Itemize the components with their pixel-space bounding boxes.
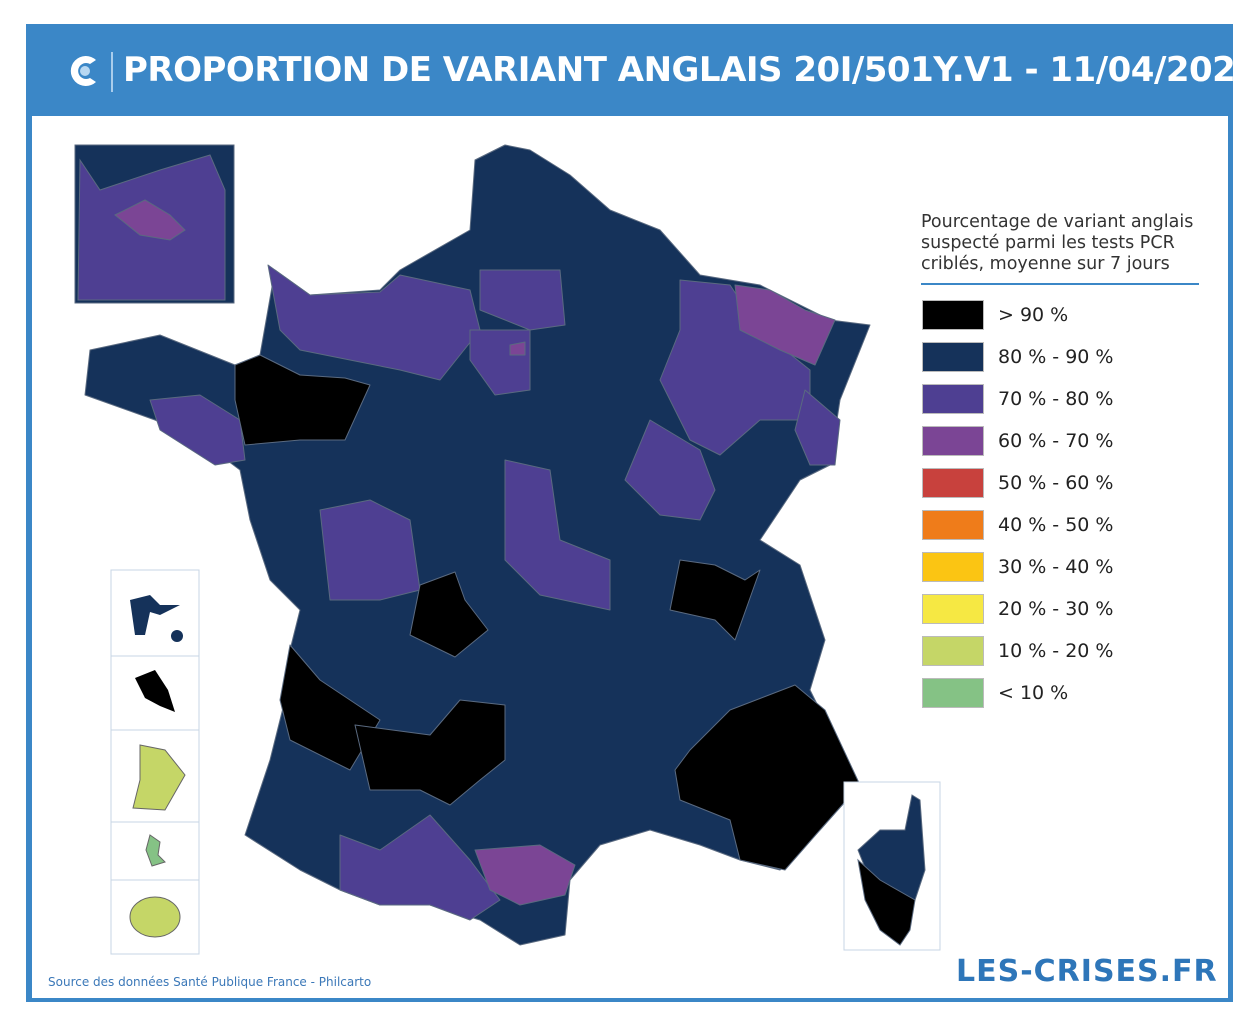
mayotte — [145, 834, 166, 867]
guyane — [132, 744, 186, 811]
region-bourgogne-north — [624, 419, 716, 521]
legend-item: 30 % - 40 % — [922, 546, 1113, 588]
region-idf-north — [479, 269, 566, 331]
legend-label: 30 % - 40 % — [998, 556, 1114, 578]
region-alsace — [794, 389, 841, 466]
title-separator — [111, 52, 113, 92]
legend-label: > 90 % — [998, 304, 1069, 326]
guadeloupe — [130, 595, 180, 635]
region-manche-orne — [234, 354, 371, 446]
region-dordogne-lot — [354, 699, 506, 806]
legend-label: 60 % - 70 % — [998, 430, 1114, 452]
legend-item: 80 % - 90 % — [922, 336, 1113, 378]
les-crises-logo-icon — [70, 56, 96, 86]
region-ain — [669, 559, 761, 641]
corsica-south — [857, 858, 916, 946]
legend-item: 20 % - 30 % — [922, 588, 1113, 630]
legend-label: 40 % - 50 % — [998, 514, 1114, 536]
region-centre-east — [504, 459, 611, 611]
region-paris — [509, 341, 526, 356]
martinique — [135, 670, 175, 712]
legend-label: 70 % - 80 % — [998, 388, 1114, 410]
region-occitanie — [339, 814, 501, 921]
legend-swatch — [922, 678, 984, 708]
legend-item: > 90 % — [922, 294, 1113, 336]
legend-label: 20 % - 30 % — [998, 598, 1114, 620]
legend-swatch — [922, 636, 984, 666]
region-normandie — [267, 264, 481, 381]
legend-swatch — [922, 300, 984, 330]
legend-label: 50 % - 60 % — [998, 472, 1114, 494]
legend-swatch — [922, 594, 984, 624]
legend-title: Pourcentage de variant anglais suspecté … — [921, 212, 1194, 274]
guadeloupe-island — [171, 630, 183, 642]
legend-item: 70 % - 80 % — [922, 378, 1113, 420]
legend-item: 50 % - 60 % — [922, 462, 1113, 504]
paris-inset — [74, 144, 235, 304]
legend-item: 40 % - 50 % — [922, 504, 1113, 546]
legend-label: 10 % - 20 % — [998, 640, 1114, 662]
region-creuse — [409, 571, 489, 658]
legend-item: 60 % - 70 % — [922, 420, 1113, 462]
legend-swatch — [922, 552, 984, 582]
legend-swatch — [922, 510, 984, 540]
reunion — [129, 896, 181, 938]
legend-swatch — [922, 384, 984, 414]
region-bretagne-east — [149, 394, 246, 466]
data-source: Source des données Santé Publique France… — [48, 975, 372, 989]
legend-swatch — [922, 426, 984, 456]
legend-item: 10 % - 20 % — [922, 630, 1113, 672]
legend-label: < 10 % — [998, 682, 1069, 704]
legend-swatch — [922, 468, 984, 498]
legend-label: 80 % - 90 % — [998, 346, 1114, 368]
brand-logo: LES-CRISES.FR — [956, 954, 1218, 989]
region-moselle — [734, 284, 836, 366]
region-paca — [674, 684, 861, 871]
legend-swatch — [922, 342, 984, 372]
legend: > 90 % 80 % - 90 % 70 % - 80 % 60 % - 70… — [922, 294, 1113, 714]
page-title: PROPORTION DE VARIANT ANGLAIS 20I/501Y.V… — [123, 50, 1259, 90]
region-aude — [474, 844, 576, 906]
legend-divider — [921, 283, 1199, 285]
legend-item: < 10 % — [922, 672, 1113, 714]
